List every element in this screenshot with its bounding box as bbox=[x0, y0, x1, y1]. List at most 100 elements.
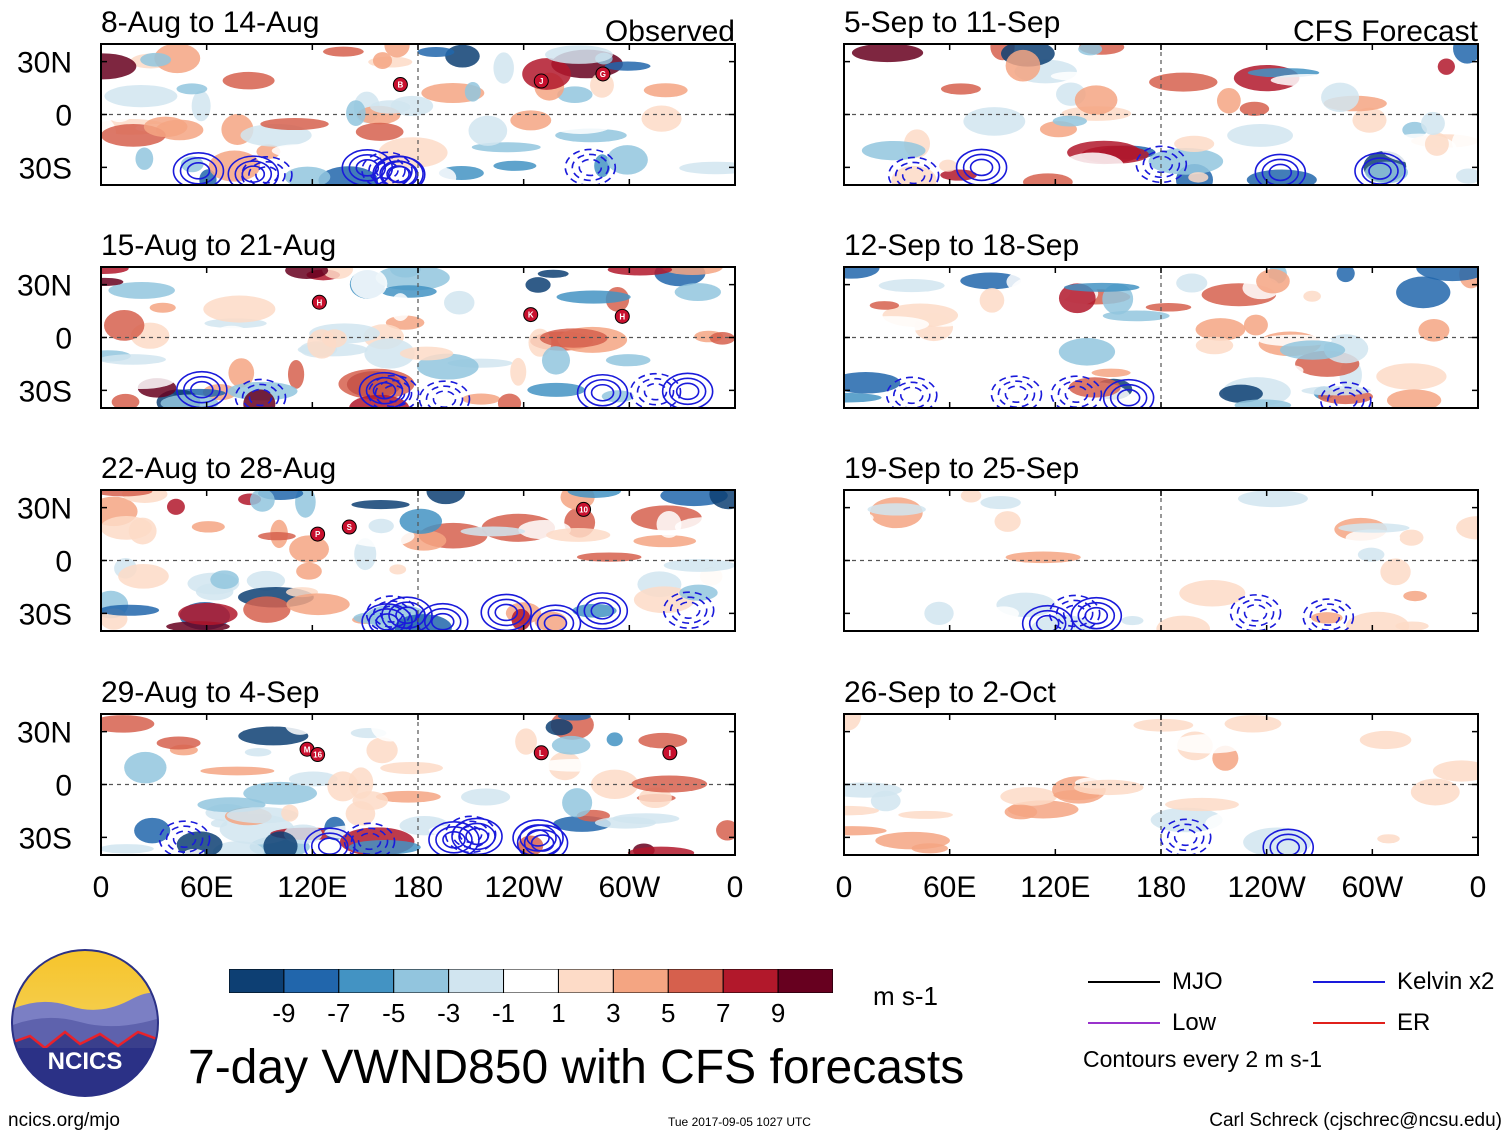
anomaly-blob bbox=[638, 732, 688, 749]
anomaly-blob bbox=[244, 748, 272, 757]
storm-label: P bbox=[315, 530, 321, 539]
anomaly-blob bbox=[1227, 124, 1293, 147]
anomaly-blob bbox=[1000, 787, 1058, 806]
x-tick-label: 0 bbox=[1470, 871, 1487, 904]
kelvin-contour bbox=[1055, 599, 1094, 628]
anomaly-blob bbox=[1451, 127, 1478, 158]
storm-label: L bbox=[539, 749, 544, 758]
kelvin-contour bbox=[165, 825, 204, 853]
colorbar-tick-label: 1 bbox=[551, 998, 566, 1028]
footer-url[interactable]: ncics.org/mjo bbox=[8, 1110, 120, 1131]
anomaly-blob bbox=[966, 847, 984, 855]
anomaly-blob bbox=[541, 346, 571, 375]
anomaly-blob bbox=[1195, 318, 1246, 341]
kelvin-contour bbox=[887, 156, 940, 185]
kelvin-contour bbox=[425, 385, 464, 408]
anomaly-blob bbox=[1074, 779, 1144, 796]
colorbar-segment bbox=[448, 969, 505, 993]
panel-title: 26-Sep to 2-Oct bbox=[844, 676, 1056, 709]
kelvin-contour bbox=[962, 153, 1001, 182]
anomaly-blob bbox=[537, 269, 569, 278]
legend-mjo: MJO bbox=[1088, 968, 1223, 996]
storm-marker: B bbox=[392, 77, 408, 93]
kelvin-contour bbox=[1243, 604, 1268, 622]
anomaly-blob bbox=[861, 140, 926, 161]
anomaly-blob bbox=[106, 370, 176, 390]
x-tick-label: 0 bbox=[836, 871, 853, 904]
y-tick-label: 0 bbox=[55, 100, 72, 133]
anomaly-blob bbox=[940, 83, 981, 95]
colorbar-tick-label: -7 bbox=[327, 998, 351, 1028]
anomaly-blob bbox=[372, 52, 393, 70]
storm-symbol bbox=[576, 501, 592, 517]
kelvin-contour bbox=[576, 373, 629, 408]
kelvin-contour bbox=[361, 603, 413, 631]
anomaly-blob bbox=[366, 737, 398, 764]
anomaly-blob bbox=[143, 116, 188, 138]
anomaly-blob bbox=[544, 108, 617, 134]
anomaly-blob bbox=[101, 515, 152, 540]
kelvin-contour bbox=[365, 595, 418, 631]
kelvin-contour bbox=[423, 607, 462, 631]
anomaly-blob bbox=[674, 283, 722, 302]
storm-symbol bbox=[311, 294, 327, 310]
anomaly-blob bbox=[936, 517, 975, 529]
storm-marker: J bbox=[533, 73, 549, 89]
kelvin-contour bbox=[248, 388, 273, 407]
anomaly-blob bbox=[497, 393, 522, 408]
anomaly-blob bbox=[594, 816, 656, 829]
storm-label: J bbox=[539, 77, 543, 86]
anomaly-blob bbox=[222, 71, 275, 90]
anomaly-blob bbox=[1148, 147, 1224, 175]
anomaly-blob bbox=[1060, 152, 1125, 181]
kelvin-contour bbox=[381, 384, 406, 403]
anomaly-blob bbox=[844, 805, 880, 816]
kelvin-contour bbox=[372, 155, 424, 185]
panel-observed-2: 30N 0 30S 15-Aug to 21-Aug H K H bbox=[17, 229, 736, 409]
storm-symbol bbox=[392, 77, 408, 93]
anomaly-blob bbox=[844, 372, 901, 394]
kelvin-contour bbox=[990, 375, 1043, 408]
anomaly-blob bbox=[203, 295, 276, 323]
anomaly-blob bbox=[284, 166, 331, 185]
kelvin-contour bbox=[172, 830, 197, 848]
anomaly-field bbox=[101, 44, 735, 185]
anomaly-blob bbox=[264, 716, 285, 727]
kelvin-contour bbox=[1354, 152, 1406, 185]
kelvin-contour bbox=[375, 613, 399, 631]
anomaly-blob bbox=[1377, 834, 1400, 844]
contour-note: Contours every 2 m s-1 bbox=[1083, 1046, 1323, 1072]
colorbar-tick-label: -1 bbox=[491, 998, 516, 1028]
anomaly-blob bbox=[101, 267, 129, 275]
kelvin-contour bbox=[158, 820, 211, 855]
anomaly-blob bbox=[364, 338, 415, 369]
kelvin-contour bbox=[636, 377, 675, 406]
anomaly-blob bbox=[1121, 616, 1144, 626]
panel-forecast-4: 26-Sep to 2-Oct bbox=[843, 676, 1479, 856]
anomaly-blob bbox=[709, 490, 735, 510]
kelvin-contour bbox=[1135, 145, 1188, 184]
anomaly-blob bbox=[556, 290, 631, 304]
anomaly-field bbox=[844, 267, 1478, 408]
kelvin-contour bbox=[1166, 823, 1205, 852]
anomaly-blob bbox=[1424, 132, 1449, 156]
kelvin-contour bbox=[571, 153, 610, 182]
anomaly-blob bbox=[557, 714, 591, 721]
kelvin-contour bbox=[675, 382, 700, 401]
anomaly-blob bbox=[1303, 290, 1321, 302]
kelvin-contour bbox=[1254, 153, 1307, 185]
kelvin-contour bbox=[1109, 383, 1148, 408]
anomaly-blob bbox=[370, 100, 411, 114]
anomaly-blob bbox=[493, 52, 514, 84]
anomaly-blob bbox=[352, 791, 389, 811]
anomaly-blob bbox=[1432, 760, 1478, 782]
anomaly-blob bbox=[191, 90, 211, 122]
colorbar-segment bbox=[667, 969, 724, 993]
anomaly-blob bbox=[1203, 619, 1233, 631]
anomaly-blob bbox=[1336, 267, 1355, 283]
panel-title: 19-Sep to 25-Sep bbox=[844, 452, 1079, 485]
anomaly-blob bbox=[844, 782, 902, 798]
colorbar-segment bbox=[612, 969, 669, 993]
anomaly-blob bbox=[380, 761, 443, 775]
colorbar-segment bbox=[503, 969, 559, 993]
